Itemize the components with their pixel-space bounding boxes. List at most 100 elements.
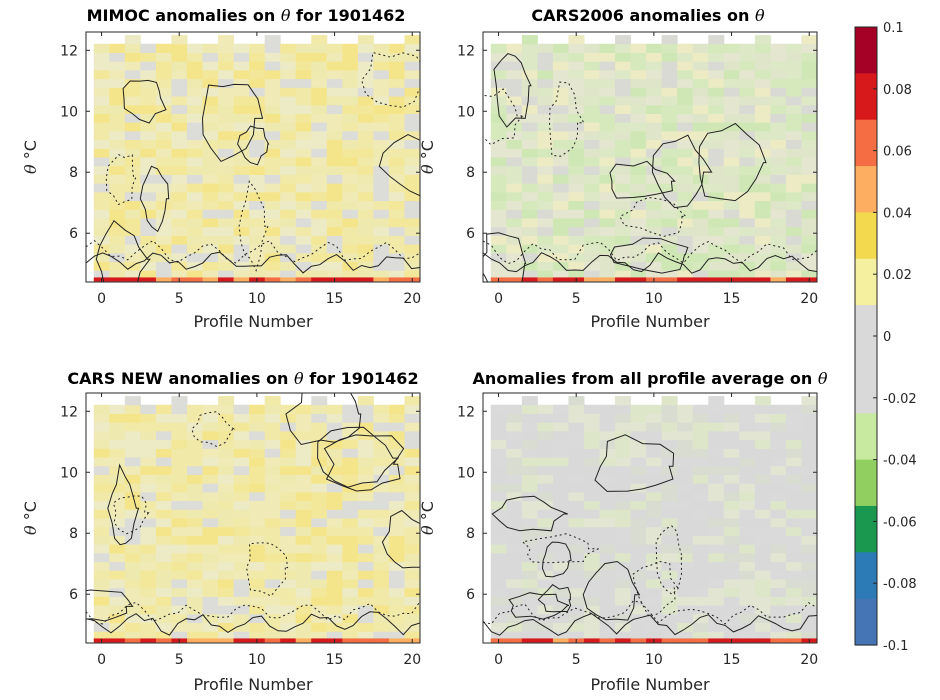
x-tick-label: 10 [248, 652, 266, 668]
heatmap-cell [661, 217, 678, 228]
heatmap-cell [677, 217, 694, 228]
heatmap-cell [754, 35, 771, 45]
heatmap-cell [630, 235, 647, 245]
heatmap-cell [568, 561, 585, 571]
heatmap-cell [233, 130, 250, 141]
heatmap-cell [311, 552, 328, 563]
heatmap-cell [615, 235, 632, 245]
heatmap-cell [801, 605, 817, 615]
heatmap-cell [630, 509, 647, 519]
colorbar-band [855, 88, 877, 105]
heatmap-cell [599, 226, 616, 236]
heatmap-cell [490, 448, 507, 458]
heatmap-cell [801, 270, 817, 280]
colorbar-band [855, 73, 877, 90]
heatmap-cell [124, 183, 141, 193]
heatmap-cell [280, 439, 297, 449]
heatmap-cell [708, 439, 725, 449]
heatmap-cell [770, 638, 787, 643]
heatmap-cell [692, 270, 709, 280]
heatmap-cell [404, 61, 420, 71]
heatmap-cell [140, 130, 157, 141]
contour-line [378, 134, 420, 197]
heatmap-cell [373, 130, 390, 141]
heatmap-cell [801, 191, 817, 202]
heatmap-cell [801, 430, 817, 441]
heatmap-cell [630, 174, 647, 184]
heatmap-cell [202, 61, 219, 71]
heatmap-cell [186, 483, 204, 493]
heatmap-cell [785, 561, 802, 571]
heatmap-cell [552, 474, 569, 484]
heatmap-cell [373, 139, 390, 149]
heatmap-cell [506, 130, 523, 141]
heatmap-cell [568, 518, 585, 528]
heatmap-cell [233, 235, 250, 245]
heatmap-cell [186, 457, 204, 467]
heatmap-cell [599, 165, 616, 175]
heatmap-cell [692, 561, 709, 571]
heatmap-cell [615, 465, 632, 475]
heatmap-cell [615, 87, 632, 97]
heatmap-cell [568, 483, 585, 493]
heatmap-cell [93, 518, 110, 528]
heatmap-cell [93, 61, 110, 71]
heatmap-cell [311, 578, 328, 589]
heatmap-cell [264, 483, 281, 493]
heatmap-cell [583, 578, 601, 589]
heatmap-cell [404, 500, 420, 510]
heatmap-cell [373, 209, 390, 219]
heatmap-cell [326, 122, 343, 132]
heatmap-cell [295, 43, 312, 53]
heatmap-cell [692, 552, 709, 563]
heatmap-cell [785, 130, 802, 141]
heatmap-cell [233, 43, 250, 53]
heatmap-cell [552, 104, 569, 114]
heatmap-cell [615, 148, 632, 158]
heatmap-cell [155, 465, 172, 475]
heatmap-cell [373, 113, 390, 123]
heatmap-cell [171, 217, 188, 228]
heatmap-cell [124, 87, 141, 97]
heatmap-cell [357, 535, 374, 545]
heatmap-cell [357, 78, 374, 88]
heatmap-cell [521, 69, 538, 80]
heatmap-cell [723, 226, 740, 236]
heatmap-cell [739, 430, 756, 441]
heatmap-cell [202, 570, 219, 580]
heatmap-cell [615, 605, 632, 615]
heatmap-cell [264, 518, 281, 528]
heatmap-cell [599, 209, 616, 219]
heatmap-cell [677, 422, 694, 432]
heatmap-cell [552, 113, 569, 123]
heatmap-cell [661, 277, 678, 282]
heatmap-cell [506, 570, 523, 580]
contour-line [508, 592, 570, 620]
heatmap-cell [404, 43, 420, 53]
heatmap-cell [646, 104, 663, 114]
heatmap-cell [233, 96, 250, 106]
heatmap-cell [357, 252, 374, 263]
heatmap-cell [109, 631, 126, 641]
heatmap-cell [124, 638, 141, 643]
heatmap-cell [373, 69, 390, 80]
heatmap-cell [357, 422, 374, 432]
heatmap-cell [552, 139, 569, 149]
heatmap-cell [311, 148, 328, 158]
heatmap-cell [583, 191, 601, 202]
heatmap-cell [218, 500, 235, 510]
heatmap-cell [109, 413, 126, 423]
heatmap-cell [801, 500, 817, 510]
heatmap-cell [326, 552, 343, 563]
heatmap-cell [109, 596, 126, 606]
heatmap-cell [615, 96, 632, 106]
heatmap-cell [583, 465, 601, 475]
contour-line [86, 251, 420, 274]
heatmap-cell [155, 439, 172, 449]
heatmap-cell [506, 235, 523, 245]
heatmap-cell [490, 52, 507, 62]
heatmap-cell [326, 404, 343, 414]
heatmap-cell [124, 174, 141, 184]
heatmap-cell [93, 596, 110, 606]
heatmap-cell [537, 130, 554, 141]
